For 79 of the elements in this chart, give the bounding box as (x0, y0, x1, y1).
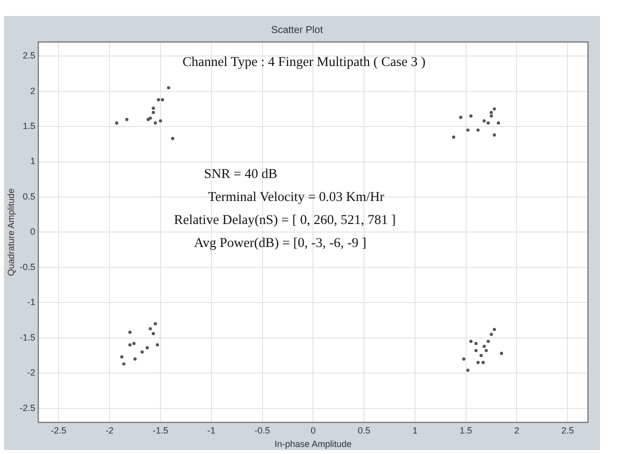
point (148, 327, 152, 330)
y-tick-label: -2.5 (20, 402, 36, 413)
point (466, 368, 470, 372)
annotation: Channel Type : 4 Finger Multipath ( Case 3 ) (182, 54, 426, 70)
x-tick-label: 0.5 (358, 425, 370, 436)
x-tick-label: 1 (412, 425, 418, 436)
x-tick-label: 1.5 (460, 425, 472, 436)
point (156, 343, 160, 347)
y-axis-title: Quadrature Amplitude (6, 188, 16, 276)
y-tick-label: -1 (27, 297, 36, 308)
y-tick-label: 2.5 (22, 50, 36, 61)
point (154, 121, 157, 125)
point (480, 354, 483, 358)
x-axis-title: In-phase Amplitude (274, 439, 352, 450)
y-tick-label: 2 (30, 86, 36, 96)
point (160, 98, 164, 102)
point (490, 332, 493, 336)
point (115, 121, 118, 125)
point (492, 328, 496, 332)
point (486, 121, 490, 125)
point (484, 348, 488, 352)
point (452, 136, 456, 139)
point (490, 114, 493, 118)
x-tick-label: -1 (207, 425, 216, 436)
point (152, 332, 155, 336)
point (459, 116, 462, 119)
x-tick-label: 0 (310, 425, 316, 436)
point (469, 114, 473, 118)
y-tick-label: 0.5 (22, 191, 36, 202)
point (120, 355, 124, 358)
x-tick-label: 2 (514, 425, 520, 436)
annotation: SNR = 40 dB (204, 166, 278, 182)
chart-title: Scatter Plot (271, 24, 324, 36)
y-tick-label: 1.5 (22, 121, 36, 132)
point (146, 346, 149, 350)
point (167, 86, 170, 90)
x-tick-label: -1.5 (152, 425, 168, 436)
point (152, 106, 155, 110)
y-tick-label: 1 (30, 156, 36, 166)
point (152, 110, 155, 114)
point (492, 107, 496, 111)
point (474, 348, 478, 352)
point (492, 133, 496, 137)
point (482, 119, 486, 122)
point (474, 342, 478, 346)
point (125, 118, 128, 122)
annotation: Terminal Velocity = 0.03 Km/Hr (208, 189, 384, 205)
point (500, 352, 504, 355)
point (128, 330, 132, 334)
y-tick-label: -2 (27, 368, 36, 378)
x-tick-label: 2.5 (561, 425, 574, 436)
point (122, 362, 126, 366)
point (133, 357, 137, 361)
point (482, 344, 486, 348)
x-tick-label: -0.5 (254, 425, 270, 436)
y-tick-label: -1.5 (20, 332, 36, 342)
point (496, 121, 500, 125)
y-tick-label: 0 (30, 226, 36, 237)
point (462, 357, 466, 361)
point (490, 110, 493, 114)
annotation: Relative Delay(nS) = [ 0, 260, 521, 781 ] (174, 212, 396, 228)
point (128, 343, 132, 347)
point (466, 128, 470, 132)
point (158, 119, 162, 122)
point (171, 136, 174, 140)
point (486, 340, 490, 343)
annotation: Avg Power(dB) = [0, -3, -6, -9 ] (194, 235, 366, 251)
point (469, 340, 473, 343)
y-tick-label: -0.5 (20, 262, 36, 272)
x-tick-label: -2 (106, 425, 114, 436)
point (482, 360, 485, 364)
point (132, 342, 136, 346)
point (148, 116, 152, 120)
point (140, 350, 144, 354)
point (154, 322, 157, 326)
x-tick-label: -2.5 (50, 425, 66, 436)
point (156, 98, 160, 102)
point (476, 360, 480, 364)
point (476, 128, 480, 132)
